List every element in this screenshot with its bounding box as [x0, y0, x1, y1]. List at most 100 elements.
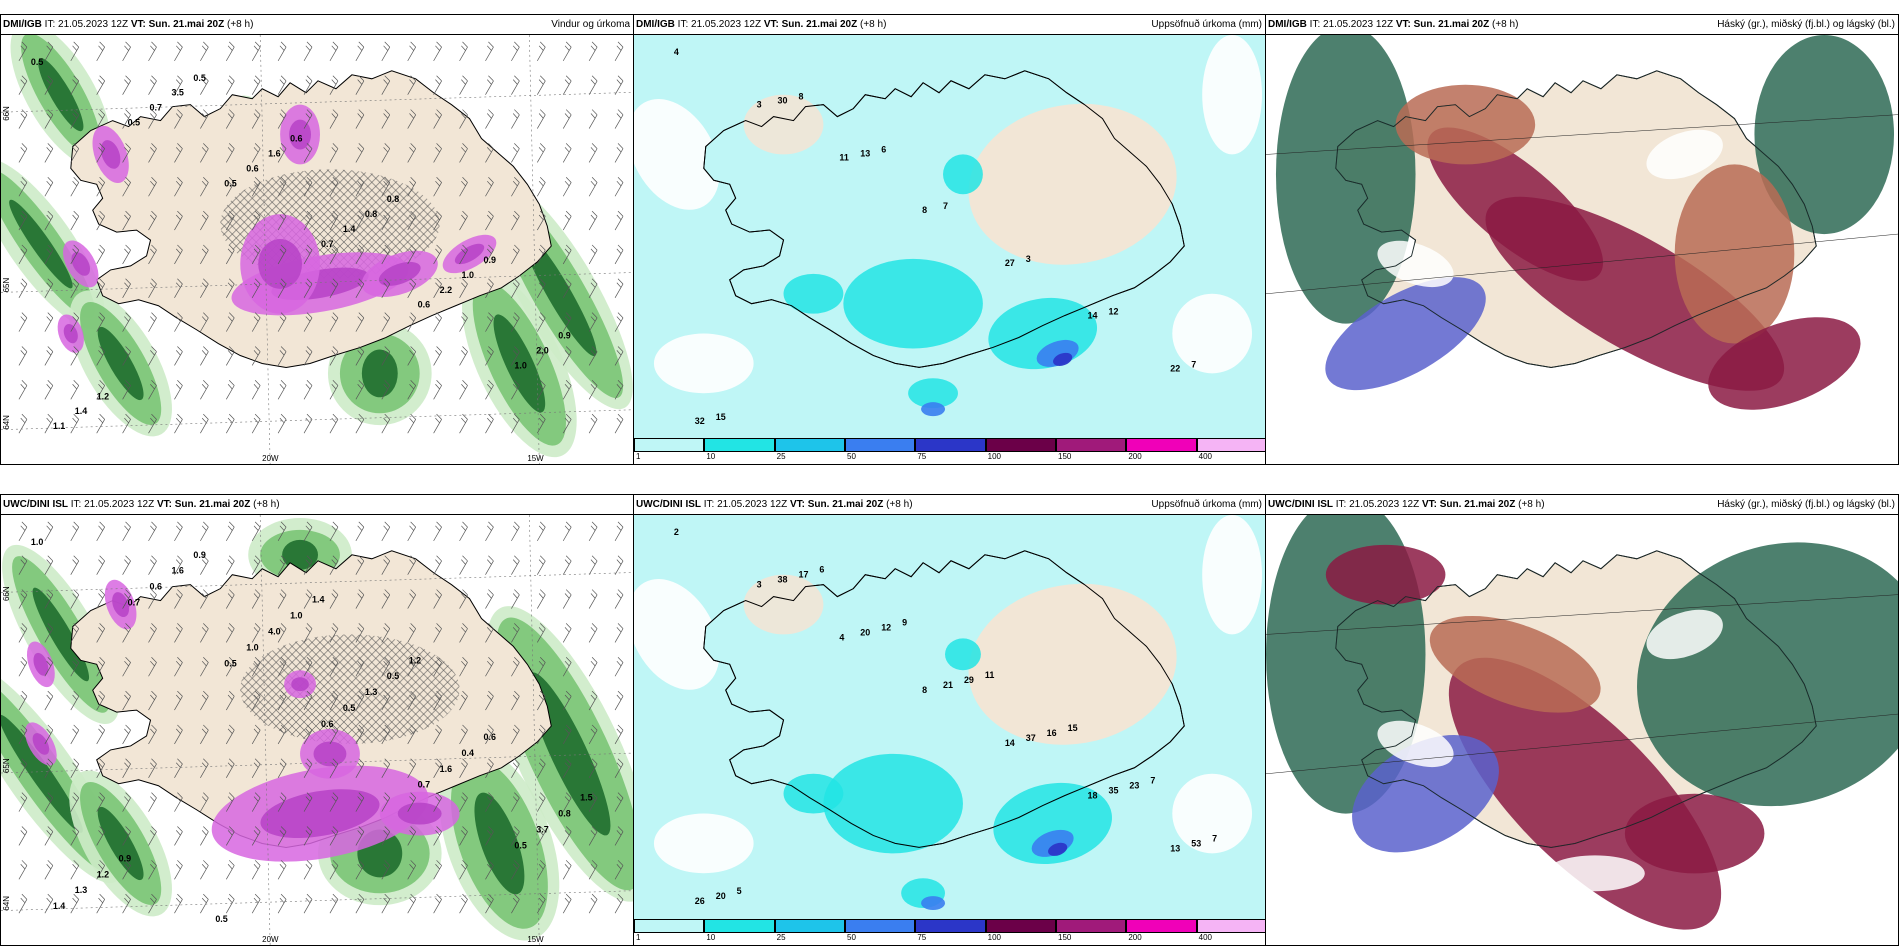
wind-barb [537, 177, 546, 197]
barb-staff [174, 899, 183, 914]
barb-flag [538, 113, 544, 119]
wind-barb [174, 75, 183, 95]
barb-flag [564, 728, 570, 734]
barb-flag [539, 758, 546, 765]
wind-barb [18, 143, 28, 163]
barb-flag [253, 282, 259, 288]
barb-flag [175, 45, 181, 51]
wind-barb [225, 244, 235, 265]
wind-barb [562, 758, 572, 778]
wind-barb [355, 555, 365, 575]
wind-barb [200, 312, 209, 332]
wind-barb [511, 244, 520, 265]
legend-swatch [704, 438, 775, 452]
barb-staff [303, 317, 313, 332]
barb-flag [616, 282, 622, 288]
barb-flag [305, 864, 311, 870]
barb-flag [72, 316, 78, 322]
barb-staff [511, 831, 520, 846]
barb-flag [73, 413, 80, 420]
barb-staff [70, 351, 80, 366]
barb-flag [47, 75, 54, 82]
barb-flag [332, 792, 339, 799]
field-blob [843, 258, 983, 349]
barb-flag [124, 45, 129, 51]
barb-staff [355, 46, 365, 62]
barb-staff [200, 249, 209, 265]
barb-flag [461, 180, 466, 187]
barb-flag [151, 521, 157, 528]
barb-flag [73, 380, 80, 386]
barb-staff [200, 729, 209, 745]
barb-flag [47, 521, 54, 528]
wind-barb [44, 75, 54, 95]
barb-flag [228, 143, 235, 149]
barb-flag [332, 346, 339, 352]
iceland-outline [703, 550, 1185, 848]
barb-flag [436, 758, 442, 765]
wind-barb [70, 792, 80, 812]
wind-barb [303, 724, 313, 745]
barb-flag [384, 792, 391, 799]
wind-barb [200, 210, 209, 231]
barb-staff [44, 865, 54, 880]
barb-flag [591, 623, 598, 629]
barb-staff [44, 148, 54, 163]
wind-barb [122, 792, 131, 812]
wind-barb [588, 521, 598, 542]
wind-barb [537, 758, 546, 778]
precip-value-label: 1.5 [580, 793, 592, 803]
barb-staff [277, 526, 287, 542]
wind-barb [96, 312, 105, 332]
field-blob [1624, 793, 1765, 874]
barb-flag [253, 180, 259, 187]
barb-staff [511, 526, 520, 542]
barb-staff [562, 351, 572, 366]
barb-staff [433, 526, 442, 542]
wind-barb [277, 758, 287, 778]
wind-barb [277, 41, 287, 62]
barb-flag [20, 762, 26, 768]
barb-staff [70, 831, 80, 846]
barb-staff [174, 148, 183, 163]
barb-flag [73, 41, 80, 48]
barb-flag [331, 350, 337, 356]
barb-flag [616, 147, 622, 153]
barb-staff [18, 560, 28, 575]
barb-flag [73, 724, 80, 731]
barb-staff [96, 662, 105, 677]
barb-flag [305, 593, 311, 599]
barb-staff [303, 249, 313, 265]
field-blob [71, 252, 91, 276]
barb-flag [384, 589, 391, 596]
barb-staff [433, 351, 442, 366]
barb-flag [539, 380, 546, 386]
barb-flag [410, 657, 416, 663]
legend-tick-label: 400 [1198, 933, 1213, 942]
wind-barb [537, 521, 546, 542]
wind-barb [381, 724, 391, 745]
barb-flag [306, 380, 313, 386]
barb-flag [488, 177, 494, 183]
barb-staff [407, 148, 416, 163]
field-blob [1545, 855, 1645, 892]
barb-flag [73, 312, 80, 319]
wind-barb [355, 143, 365, 163]
wind-barb [303, 346, 313, 366]
barb-flag [20, 350, 26, 356]
wind-barb [251, 312, 261, 332]
barb-flag [150, 384, 155, 390]
barb-flag [462, 623, 468, 629]
barb-flag [409, 694, 414, 700]
barb-flag [72, 762, 78, 768]
wind-barb [355, 589, 365, 609]
wind-barb [148, 893, 157, 914]
barb-flag [124, 593, 129, 599]
wind-barb [329, 210, 339, 231]
barb-flag [565, 860, 572, 866]
barb-flag [435, 350, 440, 356]
barb-staff [433, 696, 442, 711]
wind-barb [614, 623, 624, 643]
precip-value-label: 1.1 [53, 421, 65, 431]
